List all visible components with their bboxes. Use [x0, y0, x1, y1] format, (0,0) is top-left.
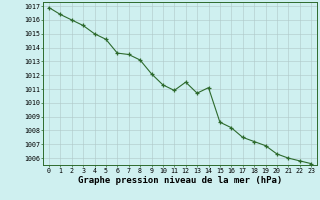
X-axis label: Graphe pression niveau de la mer (hPa): Graphe pression niveau de la mer (hPa) [78, 176, 282, 185]
